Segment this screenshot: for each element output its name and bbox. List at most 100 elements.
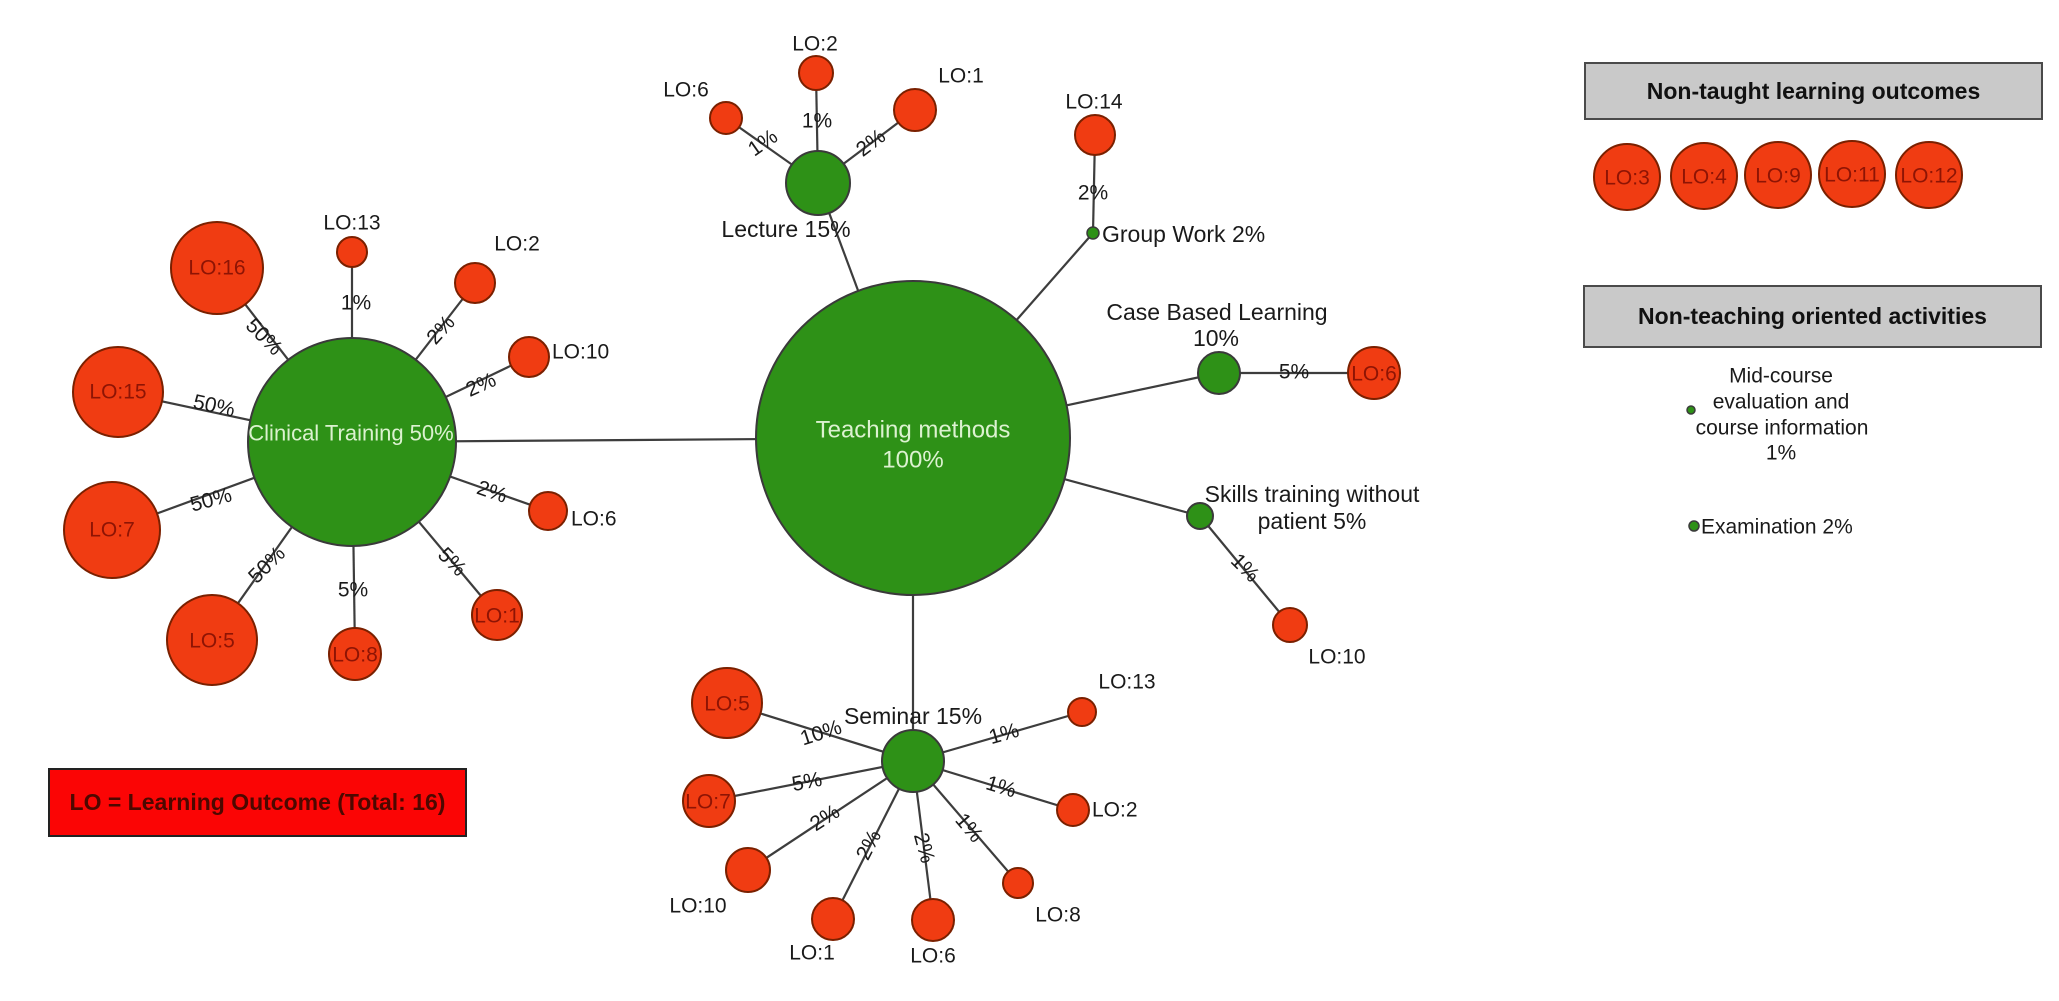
- lo10-seminar-node: [725, 847, 771, 893]
- lo2-seminar-node: [1056, 793, 1090, 827]
- lo10-clinical-node: [508, 336, 550, 378]
- lo8-clinical-node: [328, 627, 382, 681]
- lo6-lecture-node: [709, 101, 743, 135]
- diagram-label: LO:10: [669, 895, 726, 918]
- diagram-label: Seminar 15%: [844, 703, 982, 729]
- edge-percentage-label: 10%: [1193, 325, 1239, 351]
- lo1-clinical-node: [471, 589, 523, 641]
- diagram-label: LO:3: [1604, 167, 1650, 190]
- diagram-label: Group Work 2%: [1102, 221, 1265, 247]
- diagram-label: LO:7: [685, 791, 731, 814]
- diagram-label: Clinical Training 50%: [248, 421, 453, 446]
- edge-percentage-label: 50%: [244, 542, 290, 588]
- clinical-training-node: [247, 337, 457, 547]
- lo2-clinical-node: [454, 262, 496, 304]
- edge-percentage-label: 1%: [744, 125, 782, 161]
- diagram-label: Mid-course: [1729, 365, 1833, 388]
- skills-training-node: [1186, 502, 1214, 530]
- edge-percentage-label: 10%: [797, 716, 844, 751]
- connector-line: [747, 760, 914, 871]
- diagram-label: Skills training without: [1205, 481, 1420, 507]
- edge-percentage-label: 5%: [433, 543, 471, 581]
- lo13-clinical-node: [336, 236, 368, 268]
- diagram-label: LO:13: [1098, 671, 1155, 694]
- diagram-label: LO:8: [332, 644, 378, 667]
- diagram-label: LO:6: [910, 945, 956, 968]
- diagram-label: LO:2: [494, 233, 540, 256]
- diagram-label: LO:2: [1092, 799, 1138, 822]
- lo5-clinical-node: [166, 594, 258, 686]
- diagram-label: LO:1: [474, 605, 520, 628]
- diagram-label: LO:13: [323, 212, 380, 235]
- diagram-label: LO:8: [1035, 904, 1081, 927]
- diagram-label: LO:6: [663, 79, 709, 102]
- diagram-label: LO:5: [704, 693, 750, 716]
- non-taught-learning-outcomes-header: Non-taught learning outcomes: [1584, 62, 2043, 120]
- edge-percentage-label: 50%: [191, 390, 237, 421]
- group-work-node: [1086, 226, 1100, 240]
- diagram-label: LO:1: [938, 65, 984, 88]
- edge-percentage-label: 2%: [806, 800, 844, 836]
- lo14-groupwork-node: [1074, 114, 1116, 156]
- diagram-label: course information: [1696, 417, 1869, 440]
- lo6-seminar-node: [911, 898, 955, 942]
- examination-dot: [1688, 520, 1700, 532]
- lo7-seminar-node: [682, 774, 736, 828]
- diagram-label: LO:14: [1065, 91, 1123, 114]
- lo9-nontaught-node: [1744, 141, 1812, 209]
- edge-percentage-label: 2%: [852, 826, 886, 863]
- edge-percentage-label: 50%: [241, 314, 287, 360]
- lo2-lecture-node: [798, 55, 834, 91]
- diagram-label: LO:6: [1351, 363, 1397, 386]
- edge-percentage-label: 1%: [341, 292, 371, 315]
- diagram-label: LO:12: [1900, 165, 1957, 188]
- edge-percentage-label: 2%: [909, 830, 939, 865]
- lo-legend-box: LO = Learning Outcome (Total: 16): [48, 768, 467, 837]
- edge-percentage-label: 50%: [188, 483, 235, 516]
- edge-percentage-label: 2%: [474, 476, 510, 508]
- lo12-nontaught-node: [1895, 141, 1963, 209]
- diagram-label: LO:4: [1681, 166, 1727, 189]
- edge-percentage-label: 5%: [338, 579, 368, 602]
- lo3-nontaught-node: [1593, 143, 1661, 211]
- non-teaching-oriented-activities-header: Non-teaching oriented activities: [1583, 285, 2042, 348]
- diagram-label: LO:10: [552, 341, 609, 364]
- diagram-label: LO:15: [89, 381, 146, 404]
- diagram-label: Teaching methods: [816, 417, 1011, 444]
- lo7-clinical-node: [63, 481, 161, 579]
- lo13-seminar-node: [1067, 697, 1097, 727]
- edge-percentage-label: 2%: [852, 125, 890, 162]
- connector-line: [1199, 515, 1291, 626]
- edge-percentage-label: 1%: [802, 110, 832, 133]
- lo5-seminar-node: [691, 667, 763, 739]
- diagram-label: LO:7: [89, 519, 135, 542]
- case-based-learning-node: [1197, 351, 1241, 395]
- lo1-lecture-node: [893, 88, 937, 132]
- diagram-label: LO:10: [1308, 646, 1365, 669]
- diagram-label: patient 5%: [1258, 508, 1367, 534]
- lo4-nontaught-node: [1670, 142, 1738, 210]
- diagram-label: LO:16: [188, 257, 245, 280]
- lecture-node: [785, 150, 851, 216]
- edge-percentage-label: 5%: [1279, 361, 1309, 384]
- lo1-seminar-node: [811, 897, 855, 941]
- connector-line: [708, 759, 914, 803]
- edge-percentage-label: 1%: [983, 772, 1019, 803]
- lo16-clinical-node: [170, 221, 264, 315]
- diagram-label: evaluation and: [1713, 391, 1850, 414]
- diagram-label: LO:6: [571, 508, 617, 531]
- edge-percentage-label: 100%: [882, 447, 943, 474]
- edge-percentage-label: 5%: [790, 768, 824, 796]
- diagram-label: LO:9: [1755, 165, 1801, 188]
- lo8-seminar-node: [1002, 867, 1034, 899]
- lo6-cbl-node: [1347, 346, 1401, 400]
- diagram-label: LO:1: [789, 942, 835, 965]
- diagram-label: Lecture 15%: [721, 216, 850, 242]
- edge-percentage-label: 1%: [1766, 442, 1796, 465]
- diagram-label: Case Based Learning: [1106, 299, 1327, 325]
- lo6-clinical-node: [528, 491, 568, 531]
- mid-course-dot: [1686, 405, 1696, 415]
- lo11-nontaught-node: [1818, 140, 1886, 208]
- lo15-clinical-node: [72, 346, 164, 438]
